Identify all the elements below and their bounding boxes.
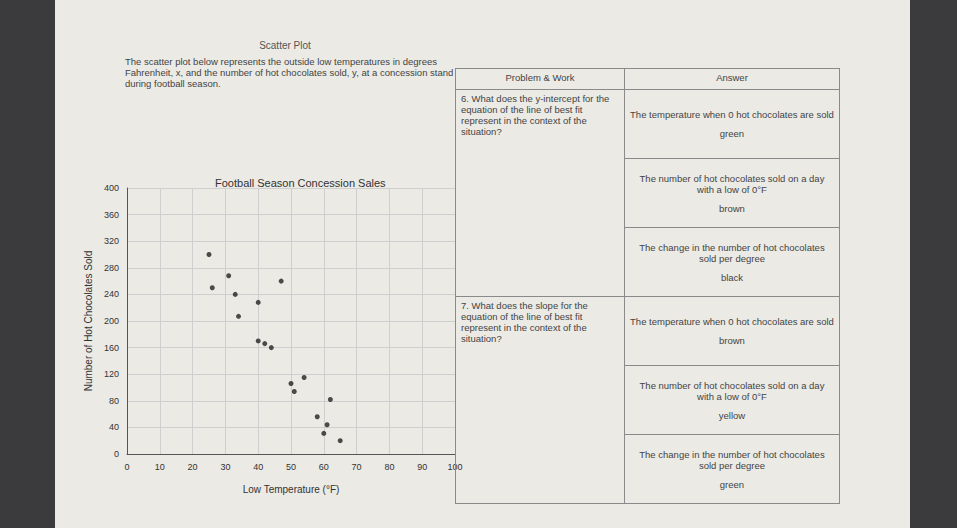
html-text:brown: brown	[719, 335, 745, 346]
html-text:7. What does the slope for the: 7. What does the slope for the equation …	[461, 300, 588, 344]
svg-text:30: 30	[220, 462, 230, 472]
svg-text:50: 50	[286, 462, 296, 472]
svg-text:40: 40	[253, 462, 263, 472]
html-text:brown: brown	[719, 202, 745, 214]
svg-text:Number of Hot Chocolates Sold: Number of Hot Chocolates Sold	[83, 251, 94, 392]
svg-text:80: 80	[109, 396, 119, 406]
svg-text:70: 70	[352, 462, 362, 472]
html-text:The change in the number of ho: The change in the number of hot chocolat…	[639, 448, 825, 471]
html-text:green: green	[719, 478, 745, 490]
html-text:The temperature when 0 hot cho: The temperature when 0 hot chocolates ar…	[630, 316, 834, 327]
svg-text:120: 120	[104, 369, 119, 379]
svg-text:Low Temperature (°F): Low Temperature (°F)	[243, 484, 340, 495]
html-text:Scatter Plot: Scatter Plot	[259, 40, 311, 51]
html-text:The number of hot chocolates s: The number of hot chocolates sold on a d…	[639, 379, 825, 402]
svg-text:160: 160	[104, 343, 119, 353]
svg-text:360: 360	[104, 210, 119, 220]
svg-text:90: 90	[417, 462, 427, 472]
html-text:yellow: yellow	[718, 409, 746, 421]
svg-text:Football Season Concession Sal: Football Season Concession Sales	[215, 177, 386, 189]
html-text:The scatter plot below represe: The scatter plot below represents the ou…	[125, 56, 454, 89]
svg-text:200: 200	[104, 316, 119, 326]
html-text:black: black	[720, 271, 744, 283]
svg-text:320: 320	[104, 236, 119, 246]
html-text:Problem & Work: Problem & Work	[505, 72, 575, 83]
svg-text:20: 20	[188, 462, 198, 472]
svg-text:100: 100	[447, 461, 463, 472]
svg-text:80: 80	[384, 462, 394, 472]
html-text:The temperature when 0 hot cho: The temperature when 0 hot chocolates ar…	[630, 109, 834, 120]
svg-text:280: 280	[104, 263, 119, 273]
svg-text:240: 240	[104, 289, 119, 299]
html-text:The number of hot chocolates s: The number of hot chocolates sold on a d…	[639, 172, 825, 195]
svg-text:40: 40	[109, 422, 119, 432]
html-text:6. What does the y-intercept f: 6. What does the y-intercept for the equ…	[461, 93, 610, 137]
html-text:The change in the number of ho: The change in the number of hot chocolat…	[639, 241, 825, 264]
html-text:green: green	[719, 128, 745, 139]
svg-text:60: 60	[319, 462, 329, 472]
svg-text:10: 10	[155, 462, 165, 472]
html-text:Answer: Answer	[716, 72, 748, 83]
svg-text:400: 400	[104, 183, 119, 193]
svg-text:0: 0	[114, 449, 119, 459]
svg-text:0: 0	[124, 462, 129, 472]
